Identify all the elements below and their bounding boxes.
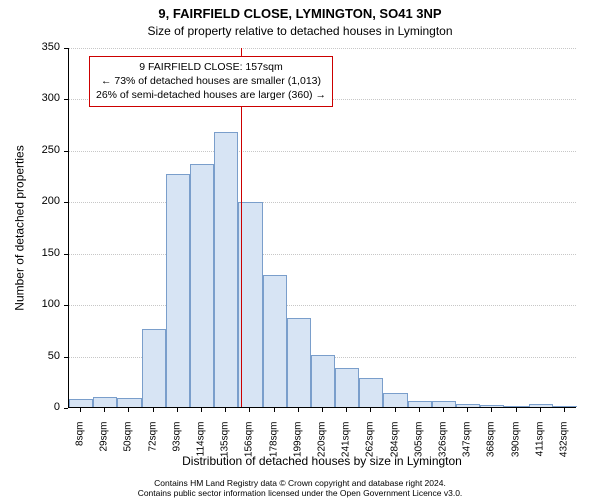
histogram-bar: [287, 318, 311, 407]
x-tick-mark: [467, 408, 468, 412]
histogram-bar: [238, 202, 262, 407]
x-tick-label: 199sqm: [292, 422, 303, 472]
x-tick-label: 411sqm: [534, 422, 545, 472]
x-tick-mark: [80, 408, 81, 412]
histogram-bar: [335, 368, 359, 407]
annotation-line: ← 73% of detached houses are smaller (1,…: [96, 74, 326, 88]
histogram-bar: [456, 404, 480, 407]
y-tick-mark: [64, 48, 68, 49]
x-tick-mark: [201, 408, 202, 412]
x-tick-mark: [225, 408, 226, 412]
x-tick-mark: [153, 408, 154, 412]
annotation-line: 9 FAIRFIELD CLOSE: 157sqm: [96, 60, 326, 74]
histogram-bar: [69, 399, 93, 407]
histogram-bar: [214, 132, 238, 407]
x-tick-label: 262sqm: [365, 422, 376, 472]
histogram-bar: [553, 406, 577, 407]
x-tick-mark: [395, 408, 396, 412]
x-tick-mark: [128, 408, 129, 412]
y-tick-mark: [64, 99, 68, 100]
x-tick-label: 178sqm: [268, 422, 279, 472]
histogram-bar: [190, 164, 214, 407]
histogram-bar: [142, 329, 166, 407]
annotation-box: 9 FAIRFIELD CLOSE: 157sqm← 73% of detach…: [89, 56, 333, 107]
y-tick-mark: [64, 254, 68, 255]
x-tick-mark: [443, 408, 444, 412]
x-tick-mark: [491, 408, 492, 412]
x-tick-label: 29sqm: [99, 422, 110, 472]
figure: 9, FAIRFIELD CLOSE, LYMINGTON, SO41 3NP …: [0, 0, 600, 500]
y-tick-label: 150: [30, 247, 60, 259]
y-tick-mark: [64, 151, 68, 152]
y-tick-mark: [64, 357, 68, 358]
y-tick-mark: [64, 202, 68, 203]
histogram-bar: [480, 405, 504, 407]
x-tick-label: 284sqm: [389, 422, 400, 472]
histogram-bar: [263, 275, 287, 407]
x-tick-mark: [177, 408, 178, 412]
gridline: [69, 254, 576, 255]
histogram-bar: [432, 401, 456, 407]
y-tick-label: 200: [30, 195, 60, 207]
x-tick-label: 135sqm: [220, 422, 231, 472]
x-tick-label: 326sqm: [437, 422, 448, 472]
gridline: [69, 202, 576, 203]
histogram-bar: [93, 397, 117, 407]
x-tick-label: 432sqm: [558, 422, 569, 472]
chart-subtitle: Size of property relative to detached ho…: [0, 24, 600, 38]
histogram-bar: [166, 174, 190, 407]
x-tick-label: 93sqm: [171, 422, 182, 472]
histogram-bar: [504, 406, 528, 407]
x-tick-label: 368sqm: [486, 422, 497, 472]
plot-area: 9 FAIRFIELD CLOSE: 157sqm← 73% of detach…: [68, 48, 576, 408]
chart-title: 9, FAIRFIELD CLOSE, LYMINGTON, SO41 3NP: [0, 6, 600, 21]
y-tick-label: 300: [30, 92, 60, 104]
x-tick-mark: [516, 408, 517, 412]
x-tick-mark: [298, 408, 299, 412]
x-tick-label: 390sqm: [510, 422, 521, 472]
x-tick-mark: [540, 408, 541, 412]
x-tick-mark: [322, 408, 323, 412]
y-tick-mark: [64, 305, 68, 306]
y-tick-label: 50: [30, 350, 60, 362]
annotation-line: 26% of semi-detached houses are larger (…: [96, 88, 326, 102]
histogram-bar: [383, 393, 407, 407]
histogram-bar: [408, 401, 432, 407]
x-tick-mark: [370, 408, 371, 412]
plot-wrapper: 9 FAIRFIELD CLOSE: 157sqm← 73% of detach…: [68, 48, 576, 408]
x-tick-mark: [346, 408, 347, 412]
y-tick-label: 0: [30, 401, 60, 413]
y-tick-label: 100: [30, 298, 60, 310]
gridline: [69, 48, 576, 49]
x-tick-label: 347sqm: [462, 422, 473, 472]
x-tick-label: 72sqm: [147, 422, 158, 472]
histogram-bar: [311, 355, 335, 407]
y-tick-label: 350: [30, 41, 60, 53]
gridline: [69, 305, 576, 306]
x-tick-mark: [274, 408, 275, 412]
x-tick-label: 305sqm: [413, 422, 424, 472]
footer: Contains HM Land Registry data © Crown c…: [0, 478, 600, 498]
x-tick-label: 241sqm: [341, 422, 352, 472]
x-tick-label: 8sqm: [75, 422, 86, 472]
footer-line-1: Contains HM Land Registry data © Crown c…: [0, 478, 600, 488]
histogram-bar: [529, 404, 553, 407]
x-tick-mark: [564, 408, 565, 412]
x-tick-mark: [104, 408, 105, 412]
y-axis-label: Number of detached properties: [12, 48, 28, 408]
x-tick-label: 50sqm: [123, 422, 134, 472]
x-tick-mark: [249, 408, 250, 412]
x-tick-label: 156sqm: [244, 422, 255, 472]
histogram-bar: [117, 398, 141, 407]
gridline: [69, 151, 576, 152]
histogram-bar: [359, 378, 383, 407]
y-tick-label: 250: [30, 144, 60, 156]
x-tick-label: 220sqm: [317, 422, 328, 472]
y-tick-mark: [64, 408, 68, 409]
x-tick-mark: [419, 408, 420, 412]
x-tick-label: 114sqm: [196, 422, 207, 472]
footer-line-2: Contains public sector information licen…: [0, 488, 600, 498]
